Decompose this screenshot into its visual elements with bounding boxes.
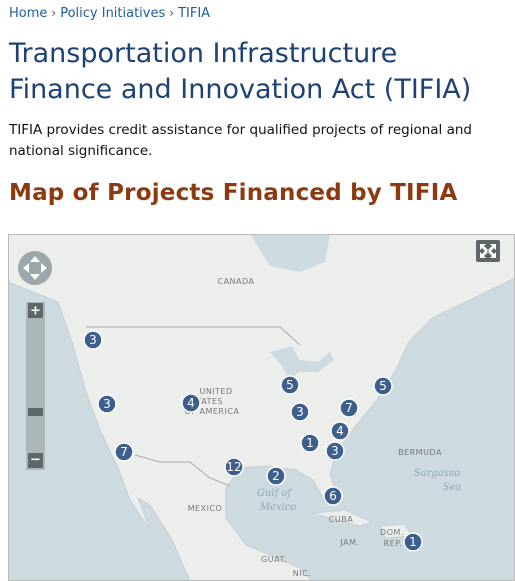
- project-cluster[interactable]: 6: [323, 486, 343, 506]
- project-cluster[interactable]: 12: [224, 457, 244, 477]
- map-label: STATES: [191, 397, 223, 406]
- zoom-slider[interactable]: [28, 408, 43, 416]
- cluster-count[interactable]: 7: [345, 401, 353, 415]
- map-label: UNITED: [199, 387, 232, 396]
- project-cluster[interactable]: 3: [290, 402, 310, 422]
- cluster-marker[interactable]: [323, 486, 343, 506]
- project-cluster[interactable]: 5: [373, 376, 393, 396]
- map-label: Sea: [443, 482, 462, 493]
- pan-arrows: [23, 256, 47, 280]
- cluster-count[interactable]: 3: [296, 405, 304, 419]
- zoom-out-button[interactable]: [28, 453, 43, 468]
- map-label: CANADA: [217, 277, 254, 286]
- cluster-marker[interactable]: [181, 393, 201, 413]
- fullscreen-bg: [476, 240, 500, 262]
- description: TIFIA provides credit assistance for qua…: [9, 122, 472, 159]
- cluster-count[interactable]: 7: [120, 445, 128, 459]
- map-label: CUBA: [329, 515, 353, 524]
- cluster-marker[interactable]: [325, 441, 345, 461]
- cluster-count[interactable]: 3: [331, 444, 339, 458]
- page-title: Transportation Infrastructure Finance an…: [9, 38, 472, 105]
- breadcrumb-separator: ›: [169, 6, 175, 20]
- breadcrumb: Home › Policy Initiatives › TIFIA: [9, 6, 210, 21]
- cluster-count[interactable]: 3: [89, 333, 97, 347]
- project-cluster[interactable]: 7: [339, 398, 359, 418]
- cluster-count[interactable]: 3: [103, 397, 111, 411]
- cluster-marker[interactable]: [83, 330, 103, 350]
- map-label: Gulf of: [257, 488, 294, 499]
- cluster-count[interactable]: 1: [306, 436, 314, 450]
- cluster-count[interactable]: 5: [286, 378, 294, 392]
- map-label: NIC.: [293, 569, 311, 578]
- hudson-bay: [250, 234, 330, 272]
- cluster-marker[interactable]: [97, 394, 117, 414]
- zoom-in-button[interactable]: [28, 303, 43, 318]
- map-label: OF AMERICA: [185, 407, 240, 416]
- cluster-count[interactable]: 12: [226, 460, 241, 474]
- fullscreen-icon: [480, 244, 496, 258]
- cluster-marker[interactable]: [280, 375, 300, 395]
- zoom-in-label[interactable]: +: [30, 304, 41, 319]
- breadcrumb-separator: ›: [51, 6, 57, 20]
- breadcrumb-link[interactable]: TIFIA: [178, 6, 211, 21]
- project-cluster[interactable]: 2: [266, 466, 286, 486]
- cluster-count[interactable]: 4: [187, 396, 195, 410]
- zoom-bar: [26, 302, 45, 470]
- cluster-marker[interactable]: [266, 466, 286, 486]
- project-cluster[interactable]: 3: [97, 394, 117, 414]
- cluster-marker[interactable]: [224, 457, 244, 477]
- zoom-out-label[interactable]: −: [30, 453, 41, 468]
- cluster-count[interactable]: 6: [329, 489, 337, 503]
- project-cluster[interactable]: 1: [300, 433, 320, 453]
- project-cluster[interactable]: 4: [181, 393, 201, 413]
- border: [86, 326, 301, 487]
- great-lakes: [270, 346, 334, 382]
- map-label: DOM.: [380, 528, 404, 537]
- pan-ring: [18, 251, 52, 285]
- project-cluster[interactable]: 7: [114, 442, 134, 462]
- map-label: Mexico: [259, 502, 297, 513]
- project-cluster[interactable]: 4: [330, 421, 350, 441]
- cluster-marker[interactable]: [290, 402, 310, 422]
- cluster-marker[interactable]: [373, 376, 393, 396]
- cluster-marker[interactable]: [114, 442, 134, 462]
- breadcrumb-link[interactable]: Home: [9, 6, 48, 21]
- project-cluster[interactable]: 5: [280, 375, 300, 395]
- cluster-count[interactable]: 2: [272, 469, 280, 483]
- cluster-count[interactable]: 5: [379, 379, 387, 393]
- cluster-count[interactable]: 1: [409, 535, 417, 549]
- cluster-marker[interactable]: [403, 532, 423, 552]
- map-label: Sargasso: [414, 468, 460, 479]
- map-label: GUAT.: [261, 555, 287, 564]
- fullscreen-button[interactable]: [476, 240, 500, 262]
- cluster-marker[interactable]: [339, 398, 359, 418]
- project-cluster[interactable]: 1: [403, 532, 423, 552]
- map-heading: Map of Projects Financed by TIFIA: [9, 180, 458, 206]
- project-cluster[interactable]: 3: [325, 441, 345, 461]
- map-label: JAM.: [339, 538, 359, 547]
- cluster-marker[interactable]: [330, 421, 350, 441]
- map-label: BERMUDA: [398, 448, 442, 457]
- land: [8, 234, 515, 581]
- pan-control[interactable]: [18, 251, 52, 285]
- breadcrumb-link[interactable]: Policy Initiatives: [60, 6, 166, 21]
- cuba: [311, 509, 374, 527]
- project-cluster[interactable]: 3: [83, 330, 103, 350]
- cluster-count[interactable]: 4: [336, 424, 344, 438]
- map-label: REP.: [384, 539, 403, 548]
- map-label: MEXICO: [188, 504, 223, 513]
- cluster-marker[interactable]: [300, 433, 320, 453]
